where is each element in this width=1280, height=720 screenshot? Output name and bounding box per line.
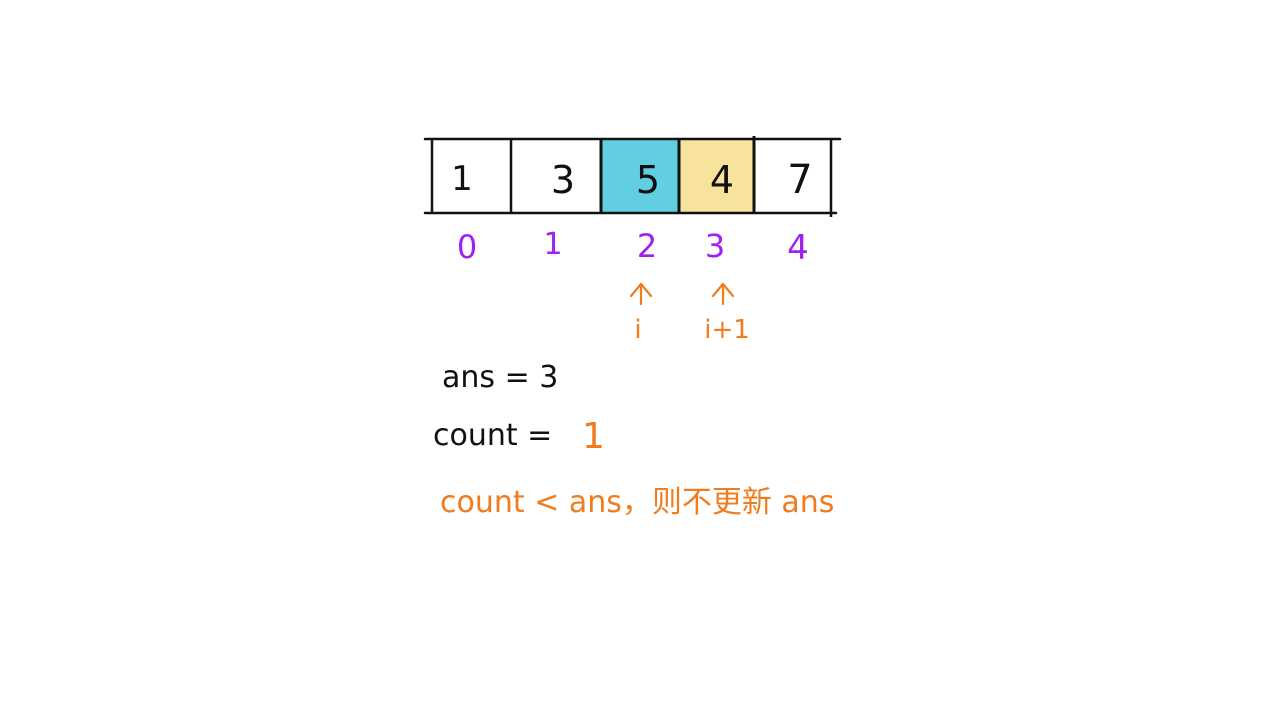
array-index-0: 0 xyxy=(457,228,477,266)
pointer-i-plus-1-label: i+1 xyxy=(704,315,750,345)
array-index-1: 1 xyxy=(543,227,562,262)
notes: ans = 3 count = 1 count < ans，则不更新 ans xyxy=(433,360,834,520)
pointer-i-label: i xyxy=(634,315,641,345)
array-value-3: 4 xyxy=(710,158,734,202)
array-value-2: 5 xyxy=(636,158,660,202)
array-value-1: 3 xyxy=(551,158,575,202)
array-index-2: 2 xyxy=(637,227,657,265)
array-indices: 0 1 2 3 4 xyxy=(457,227,809,268)
up-arrow-icon xyxy=(629,282,653,306)
array-cell-1 xyxy=(511,139,601,213)
array-value-4: 7 xyxy=(787,157,812,203)
count-value: 1 xyxy=(582,416,605,457)
array-value-0: 1 xyxy=(451,159,473,199)
array-cell-4 xyxy=(754,139,832,213)
count-label: count = xyxy=(433,418,552,453)
array-cell-2 xyxy=(601,139,679,213)
up-arrow-icon xyxy=(711,282,735,306)
ans-line: ans = 3 xyxy=(442,360,558,395)
array: 1 3 5 4 7 xyxy=(423,136,842,217)
pointer-i-plus-1: i+1 xyxy=(704,282,750,345)
pointer-i: i xyxy=(629,282,653,345)
array-cell-3 xyxy=(679,139,754,213)
conclusion-text: count < ans，则不更新 ans xyxy=(440,485,834,520)
array-index-3: 3 xyxy=(705,227,725,265)
array-index-4: 4 xyxy=(787,228,809,268)
array-cell-0 xyxy=(432,139,511,213)
